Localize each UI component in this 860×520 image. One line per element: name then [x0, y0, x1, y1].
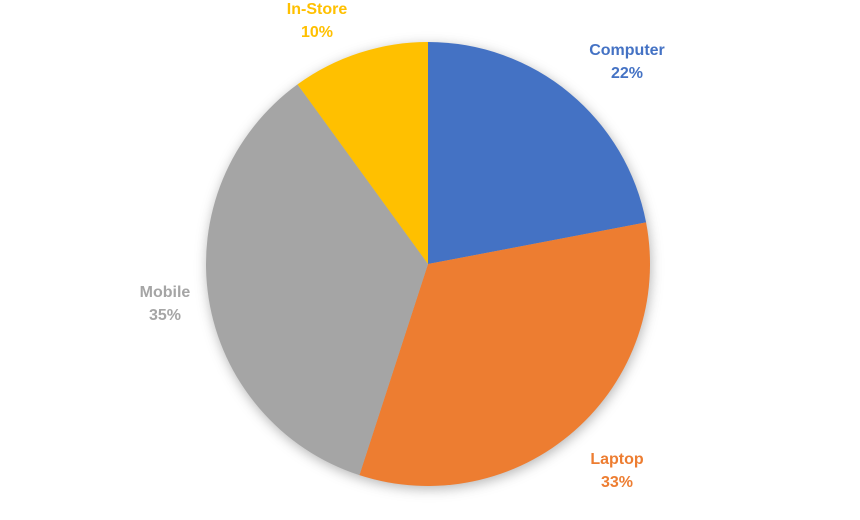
slice-label-computer-name: Computer	[589, 42, 665, 59]
pie-slice-laptop[interactable]	[359, 222, 651, 486]
slice-label-in-store-name: In-Store	[286, 1, 348, 18]
pie-slices-group	[206, 42, 651, 486]
slice-label-laptop: Laptop 33%	[590, 448, 643, 494]
pie-slice-computer[interactable]	[428, 42, 647, 264]
slice-label-laptop-name: Laptop	[590, 451, 644, 468]
slice-label-computer: Computer 22%	[589, 39, 665, 85]
slice-label-in-store: In-Store 10%	[287, 0, 347, 44]
slice-label-mobile: Mobile 35%	[140, 281, 191, 327]
slice-label-mobile-percent: 35%	[148, 307, 182, 324]
pie-slice-mobile[interactable]	[206, 84, 428, 476]
slice-label-in-store-percent: 10%	[300, 24, 334, 41]
slice-label-computer-percent: 22%	[610, 65, 644, 82]
slice-label-mobile-name: Mobile	[139, 284, 191, 301]
slice-label-laptop-percent: 33%	[600, 474, 634, 491]
pie-slice-in-store[interactable]	[297, 42, 428, 264]
